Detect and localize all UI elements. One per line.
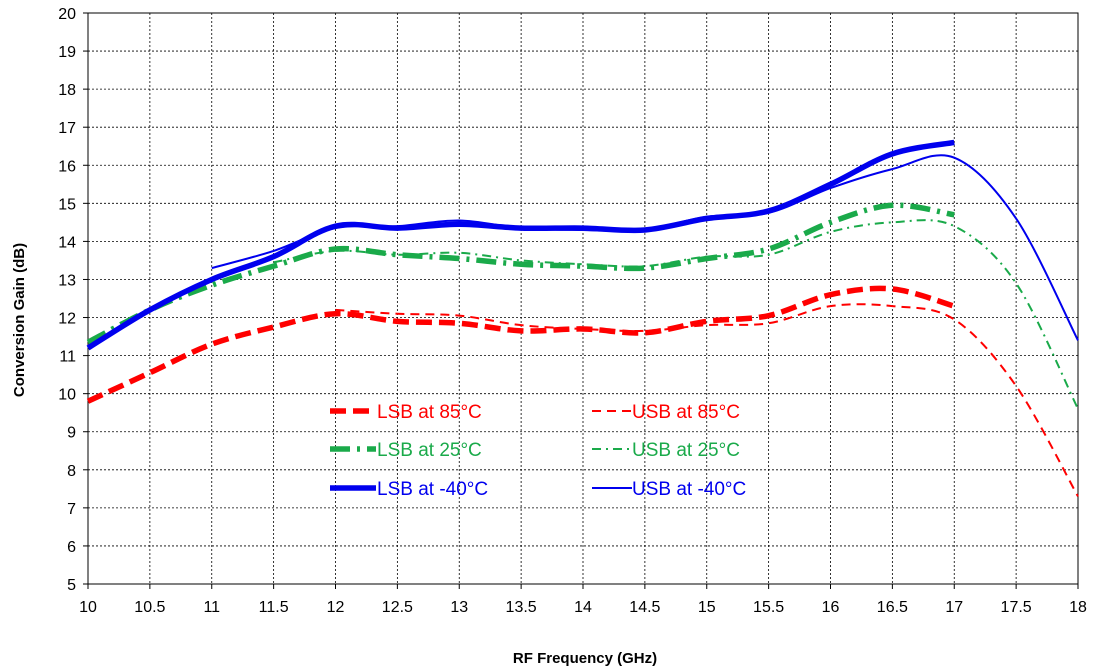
x-tick-label: 12 — [327, 599, 345, 616]
x-tick-label: 10 — [79, 599, 97, 616]
x-tick-label: 13.5 — [506, 599, 537, 616]
x-tick-label: 16.5 — [877, 599, 908, 616]
legend-label-2: LSB at 25°C — [377, 440, 482, 461]
x-tick-label: 17.5 — [1001, 599, 1032, 616]
series-line-1 — [335, 303, 1079, 497]
y-tick-label: 8 — [67, 463, 76, 480]
x-tick-label: 11 — [203, 599, 220, 616]
y-tick-label: 11 — [59, 349, 76, 366]
y-tick-label: 14 — [58, 234, 76, 251]
y-tick-label: 5 — [67, 577, 76, 594]
series-lines — [86, 139, 1079, 497]
plot-border — [87, 12, 1079, 585]
legend-label-1: USB at 85°C — [632, 402, 740, 423]
y-tick-label: 12 — [58, 311, 76, 328]
x-axis-title: RF Frequency (GHz) — [513, 650, 657, 667]
legend: LSB at 85°C USB at 85°C LSB at 25°C USB at … — [330, 402, 746, 500]
x-tick-label: 17 — [945, 599, 963, 616]
legend-label-3: USB at 25°C — [632, 440, 740, 461]
series-line-0 — [86, 285, 956, 404]
legend-label-5: USB at -40°C — [632, 479, 746, 500]
x-tick-label: 14.5 — [629, 599, 660, 616]
y-tick-label: 13 — [58, 272, 76, 289]
y-tick-label: 6 — [67, 539, 76, 556]
y-tick-label: 17 — [58, 120, 76, 137]
y-axis-title: Conversion Gain (dB) — [11, 243, 28, 397]
y-tick-label: 18 — [58, 82, 76, 99]
x-tick-label: 13 — [450, 599, 468, 616]
y-tick-label: 20 — [58, 6, 76, 23]
legend-label-0: LSB at 85°C — [377, 402, 482, 423]
y-tick-label: 19 — [58, 44, 76, 61]
x-tick-labels: 10 10.5 11 11.5 12 12.5 13 13.5 14 14.5 15 15.5 16 16… — [79, 599, 1087, 616]
y-tick-labels: 5 6 7 8 9 10 11 12 13 14 15 16 17 18 19 20 — [58, 6, 76, 594]
x-tick-label: 15 — [698, 599, 716, 616]
y-tick-label: 7 — [67, 501, 76, 518]
x-tick-label: 10.5 — [134, 599, 165, 616]
x-tick-label: 14 — [574, 599, 592, 616]
x-tick-label: 16 — [822, 599, 840, 616]
x-tick-label: 12.5 — [382, 599, 413, 616]
series-line-5 — [211, 154, 1079, 341]
y-tick-label: 9 — [67, 425, 76, 442]
series-line-2 — [86, 202, 955, 345]
legend-label-4: LSB at -40°C — [377, 479, 488, 500]
y-tick-label: 10 — [58, 387, 76, 404]
x-tick-label: 11.5 — [259, 599, 289, 616]
y-tick-label: 15 — [58, 196, 76, 213]
y-tick-label: 16 — [58, 158, 76, 175]
x-tick-label: 15.5 — [753, 599, 784, 616]
x-tick-label: 18 — [1069, 599, 1087, 616]
series-line-3 — [273, 219, 1079, 410]
